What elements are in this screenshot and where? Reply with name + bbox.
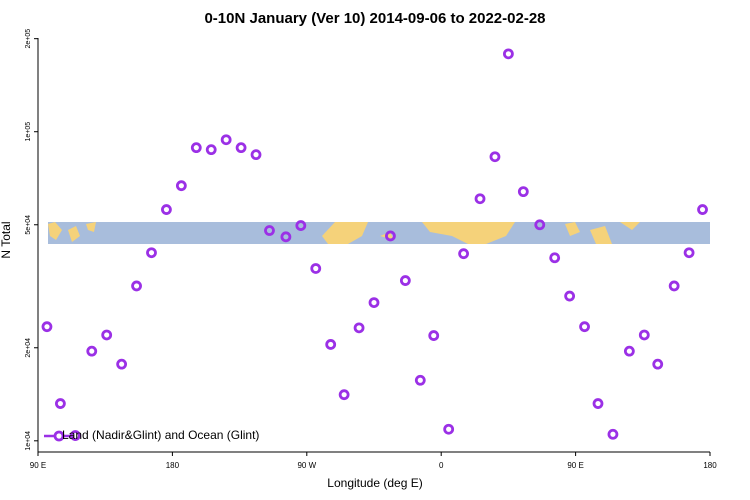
point — [101, 329, 113, 341]
y-tick-label: 2e+04 — [25, 338, 32, 358]
legend-marker — [53, 430, 65, 442]
point — [338, 389, 350, 401]
point — [86, 345, 98, 357]
point — [325, 339, 337, 350]
point — [652, 358, 664, 370]
point — [250, 149, 262, 161]
point — [116, 358, 128, 370]
y-axis-label: N Total — [0, 221, 13, 258]
point — [428, 330, 440, 341]
y-tick-label: 1e+04 — [25, 431, 32, 451]
point — [353, 322, 365, 334]
legend-label: Land (Nadir&Glint) and Ocean (Glint) — [62, 428, 259, 442]
point — [549, 252, 561, 264]
point — [368, 297, 380, 308]
x-tick-label: 90 E — [30, 461, 46, 470]
y-tick-label: 5e+04 — [25, 215, 32, 235]
point — [697, 204, 708, 215]
x-tick-label: 0 — [439, 461, 444, 470]
point — [280, 231, 292, 243]
y-tick-label: 1e+05 — [25, 122, 32, 142]
x-tick-label: 90 E — [567, 461, 583, 470]
point — [579, 321, 590, 333]
point — [683, 247, 695, 259]
point — [564, 290, 576, 302]
point — [607, 428, 619, 440]
point — [517, 186, 529, 198]
point — [534, 219, 546, 231]
point — [235, 142, 247, 154]
x-axis-label: Longitude (deg E) — [327, 476, 422, 490]
point — [175, 180, 187, 192]
point — [55, 398, 66, 409]
point — [190, 142, 202, 154]
point — [220, 134, 232, 146]
point — [458, 248, 470, 260]
point — [414, 374, 426, 386]
point — [41, 321, 53, 333]
map-band — [48, 222, 710, 244]
point — [205, 144, 217, 156]
point — [489, 151, 501, 163]
x-tick-label: 90 W — [297, 461, 316, 470]
point — [399, 275, 411, 286]
point — [146, 247, 157, 259]
point — [668, 280, 680, 292]
point — [443, 423, 455, 435]
point — [638, 329, 650, 341]
point — [502, 48, 514, 60]
point — [623, 345, 635, 357]
point — [295, 220, 307, 231]
point — [131, 280, 142, 292]
point — [385, 230, 396, 242]
x-tick-label: 180 — [166, 461, 180, 470]
point — [264, 225, 275, 236]
x-tick-label: 180 — [703, 461, 717, 470]
chart-title: 0-10N January (Ver 10) 2014-09-06 to 202… — [204, 10, 545, 27]
point — [474, 193, 486, 205]
point — [310, 263, 322, 274]
point — [161, 204, 172, 215]
y-tick-label: 2e+05 — [25, 29, 32, 49]
point — [592, 398, 604, 409]
